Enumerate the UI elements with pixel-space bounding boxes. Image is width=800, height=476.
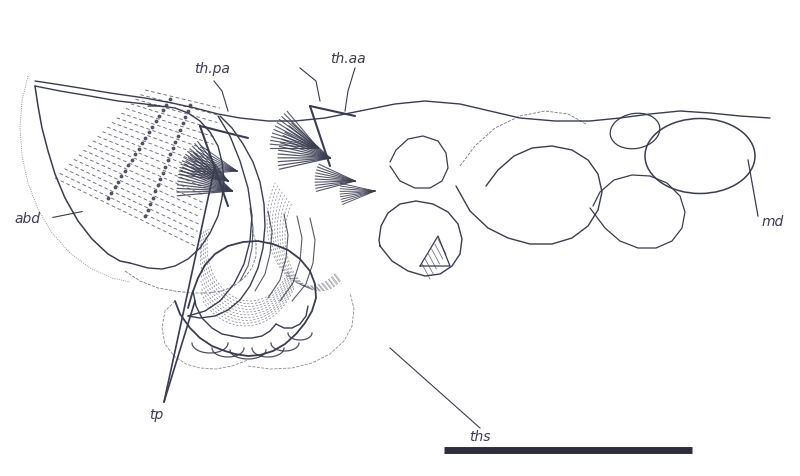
Text: th.aa: th.aa (330, 52, 366, 66)
Text: ths: ths (470, 429, 490, 443)
Text: th.pa: th.pa (194, 62, 230, 76)
Text: tp: tp (149, 407, 163, 421)
Text: md: md (762, 215, 784, 228)
Text: abd: abd (14, 211, 40, 226)
